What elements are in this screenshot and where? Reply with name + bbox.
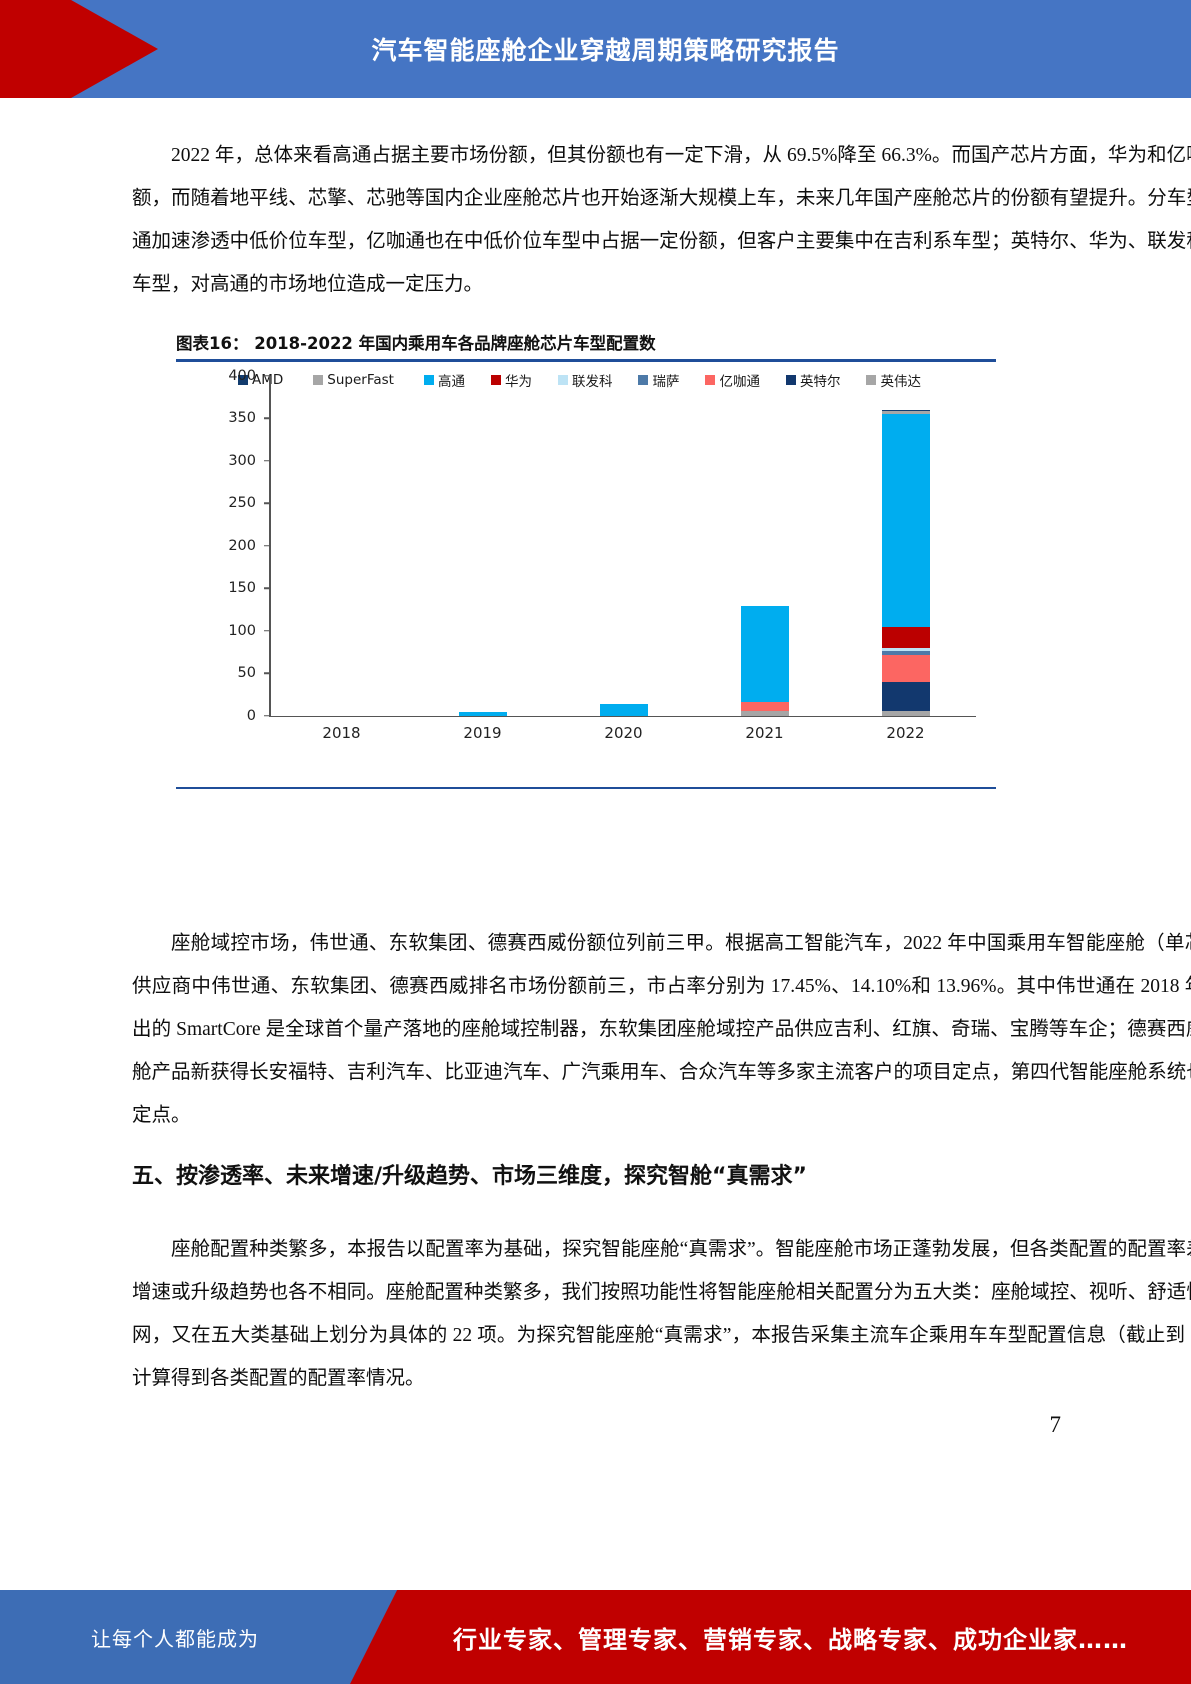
- stacked-bar: [740, 605, 789, 716]
- y-tick-mark: [264, 459, 270, 462]
- bar-segment-瑞萨: [881, 650, 930, 656]
- page-number: 7: [1049, 1412, 1062, 1437]
- chart-canvas: AMD SuperFast 高通 华为 联发科 瑞萨 亿咖通 英特尔 英伟达 0 50 100 150…: [176, 361, 996, 787]
- bar-segment-高通: [740, 605, 789, 702]
- legend-label: 高通: [437, 373, 465, 390]
- legend-label: 亿咖通: [719, 373, 760, 390]
- stacked-bar: [881, 410, 930, 716]
- legend-swatch-icon: [785, 374, 796, 385]
- y-tick-label: 400: [228, 367, 256, 384]
- chart-x-labels: 2018 2019 2020 2021 2022: [271, 724, 976, 742]
- y-tick-mark: [264, 374, 270, 377]
- x-tick-label: 2022: [886, 723, 925, 742]
- y-tick-label: 200: [228, 537, 256, 554]
- bar-segment-英特尔: [881, 682, 930, 712]
- bar-segment-华为: [881, 627, 930, 648]
- bar-group: [835, 376, 976, 716]
- bar-group: [412, 376, 553, 716]
- header-red-chevron: [0, 0, 160, 98]
- bar-segment-高通: [599, 703, 648, 716]
- y-tick-label: 0: [246, 707, 256, 724]
- page-footer: 让每个人都能成为 行业专家、管理专家、营销专家、战略专家、成功企业家……: [0, 1590, 1191, 1684]
- legend-label: 联发科: [571, 373, 613, 390]
- legend-item-联发科: 联发科: [557, 370, 613, 390]
- paragraph-3: 座舱配置种类繁多，本报告以配置率为基础，探究智能座舱“真需求”。智能座舱市场正蓬…: [132, 1239, 1191, 1389]
- y-tick-label: 350: [228, 410, 256, 426]
- page-title: 汽车智能座舱企业穿越周期策略研究报告: [371, 36, 840, 65]
- legend-swatch-icon: [705, 374, 716, 385]
- bar-segment-SuperFast: [881, 411, 930, 414]
- legend-item-AMD: AMD: [238, 372, 283, 388]
- legend-item-SuperFast: SuperFast: [313, 372, 394, 388]
- bar-segment-亿咖通: [881, 655, 930, 683]
- stacked-bar: [458, 712, 507, 716]
- bar-group: [553, 376, 694, 716]
- legend-swatch-icon: [490, 374, 501, 385]
- legend-label: 英伟达: [880, 373, 921, 390]
- bar-segment-英伟达: [881, 711, 930, 716]
- y-tick-mark: [264, 502, 270, 504]
- y-tick-label: 150: [228, 580, 256, 596]
- page-header: 汽车智能座舱企业穿越周期策略研究报告: [0, 0, 1191, 98]
- y-tick-mark: [264, 544, 270, 547]
- legend-swatch-icon: [866, 374, 877, 385]
- chart-y-axis: 0 50 100 150 200 250 300 350 400: [216, 368, 264, 724]
- legend-label: 英特尔: [799, 373, 841, 390]
- legend-swatch-icon: [557, 374, 568, 385]
- legend-item-英特尔: 英特尔: [785, 370, 841, 390]
- bar-segment-联发科: [881, 647, 930, 651]
- footer-red-band: [350, 1590, 1191, 1684]
- legend-label: 华为: [504, 373, 532, 390]
- footer-right-text: 行业专家、管理专家、营销专家、战略专家、成功企业家……: [453, 1625, 1128, 1654]
- header-blue-band: [0, 0, 1191, 98]
- y-tick-mark: [264, 587, 270, 589]
- x-tick-label: 2020: [604, 723, 643, 742]
- legend-item-高通: 高通: [423, 370, 465, 390]
- y-tick-mark: [264, 714, 270, 717]
- x-tick-label: 2018: [322, 723, 361, 742]
- chart-bars: [271, 376, 976, 716]
- bar-group: [694, 376, 835, 716]
- bar-segment-AMD: [881, 410, 930, 412]
- figure-top-rule: [176, 359, 996, 362]
- bar-segment-亿咖通: [740, 701, 789, 712]
- bar-group: [271, 376, 412, 716]
- y-tick-mark: [264, 417, 270, 419]
- paragraph-2: 座舱域控市场，伟世通、东软集团、德赛西威份额位列前三甲。根据高工智能汽车，202…: [132, 933, 1191, 1126]
- stacked-bar: [599, 703, 648, 716]
- bar-segment-高通: [458, 712, 507, 716]
- y-tick-mark: [264, 629, 270, 632]
- legend-label: SuperFast: [327, 371, 394, 388]
- x-tick-label: 2019: [463, 723, 502, 742]
- figure-label: 图表16：: [176, 334, 249, 353]
- legend-swatch-icon: [238, 374, 248, 385]
- figure-title: 图表16： 2018-2022 年国内乘用车各品牌座舱芯片车型配置数: [176, 330, 996, 359]
- bar-segment-英伟达: [740, 711, 789, 716]
- legend-item-亿咖通: 亿咖通: [705, 370, 760, 390]
- bar-segment-高通: [881, 413, 930, 628]
- legend-label: AMD: [252, 371, 284, 388]
- legend-item-华为: 华为: [490, 370, 532, 390]
- y-tick-mark: [264, 672, 270, 674]
- y-tick-label: 300: [228, 452, 256, 469]
- figure-16: 图表16： 2018-2022 年国内乘用车各品牌座舱芯片车型配置数 AMD Su…: [176, 330, 996, 789]
- x-tick-label: 2021: [745, 723, 784, 742]
- legend-swatch-icon: [423, 374, 434, 385]
- legend-swatch-icon: [638, 374, 649, 385]
- legend-swatch-icon: [313, 374, 324, 385]
- y-tick-label: 50: [237, 665, 256, 681]
- figure-title-text: 2018-2022 年国内乘用车各品牌座舱芯片车型配置数: [254, 334, 656, 353]
- paragraph-1: 2022 年，总体来看高通占据主要市场份额，但其份额也有一定下滑，从 69.5%…: [132, 145, 1191, 295]
- legend-item-瑞萨: 瑞萨: [638, 370, 679, 390]
- chart-x-axis-line: [269, 715, 976, 717]
- footer-left-text: 让每个人都能成为: [91, 1626, 259, 1651]
- legend-label: 瑞萨: [652, 373, 680, 390]
- chart-plot-area: 0 50 100 150 200 250 300 350 400 2018 2019 2020 202…: [216, 368, 976, 744]
- y-tick-label: 250: [228, 495, 256, 511]
- chart-legend: AMD SuperFast 高通 华为 联发科 瑞萨 亿咖通 英特尔 英伟达: [238, 370, 988, 390]
- figure-bottom-rule: [176, 786, 996, 789]
- y-tick-label: 100: [228, 622, 256, 639]
- section-heading: 五、按渗透率、未来增速/升级趋势、市场三维度，探究智舱“真需求”: [132, 1164, 807, 1189]
- legend-item-英伟达: 英伟达: [866, 370, 921, 390]
